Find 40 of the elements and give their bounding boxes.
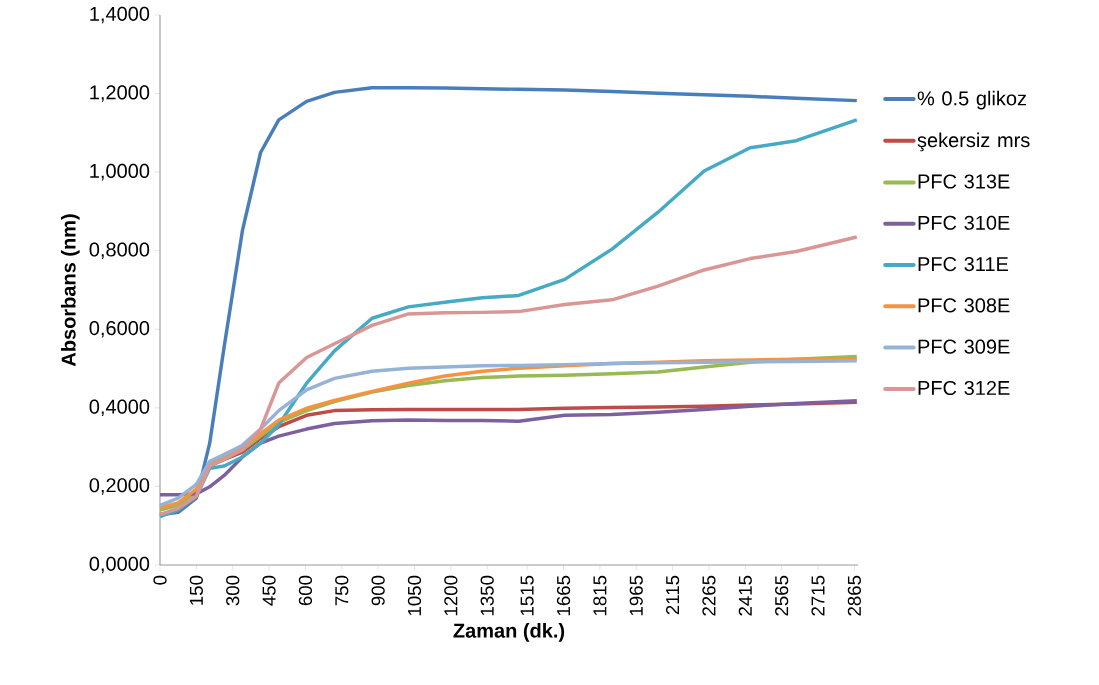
- x-tick-label: 300: [226, 575, 240, 606]
- x-tick-label: 150: [189, 575, 203, 605]
- y-tick-label: 1,4000: [90, 6, 150, 24]
- x-tick-label: 0: [153, 575, 167, 585]
- x-tick-label: 750: [335, 575, 349, 606]
- x-tick-label: 1200: [444, 575, 458, 616]
- x-tick-label: 2715: [811, 575, 825, 616]
- legend-label: PFC 311E: [918, 257, 1009, 272]
- legend-label: PFC 312E: [918, 380, 1010, 396]
- legend-label: PFC 309E: [918, 339, 1010, 354]
- x-tick-label: 1965: [629, 575, 643, 616]
- y-tick-label: 1,0000: [90, 163, 150, 181]
- x-tick-label: 1350: [480, 575, 494, 616]
- legend-label: şekersiz mrs: [917, 132, 1030, 152]
- x-tick-label: 2115: [665, 575, 680, 615]
- x-tick-label: 1815: [593, 575, 607, 616]
- y-axis-title: Absorbans (nm): [61, 214, 80, 367]
- x-tick-label: 2865: [847, 575, 861, 616]
- y-tick-label: 0,4000: [89, 399, 150, 417]
- x-tick-label: 2565: [775, 575, 789, 616]
- x-tick-label: 2415: [738, 575, 752, 616]
- x-tick-label: 900: [371, 575, 385, 606]
- legend-label: PFC 313E: [918, 174, 1010, 189]
- line-series: [158, 399, 859, 497]
- legend-label: PFC 310E: [918, 215, 1010, 230]
- x-tick-label: 450: [262, 575, 276, 606]
- x-tick-label: 1665: [556, 575, 571, 616]
- y-tick-label: 0,6000: [89, 321, 150, 338]
- x-axis-title: Zaman (dk.): [453, 623, 565, 642]
- x-tick-label: 1050: [407, 575, 422, 616]
- y-tick-label: 0,0000: [89, 556, 150, 574]
- x-tick-label: 2265: [702, 575, 716, 616]
- y-tick-label: 0,8000: [89, 242, 150, 259]
- y-tick-label: 1,2000: [90, 85, 150, 102]
- x-tick-label: 1515: [520, 575, 534, 616]
- y-tick-label: 0,2000: [89, 478, 150, 495]
- legend-label: PFC 308E: [918, 298, 1010, 313]
- x-tick-label: 600: [298, 575, 313, 606]
- legend-label: % 0.5 glikoz: [917, 90, 1026, 110]
- line-series: [158, 235, 859, 517]
